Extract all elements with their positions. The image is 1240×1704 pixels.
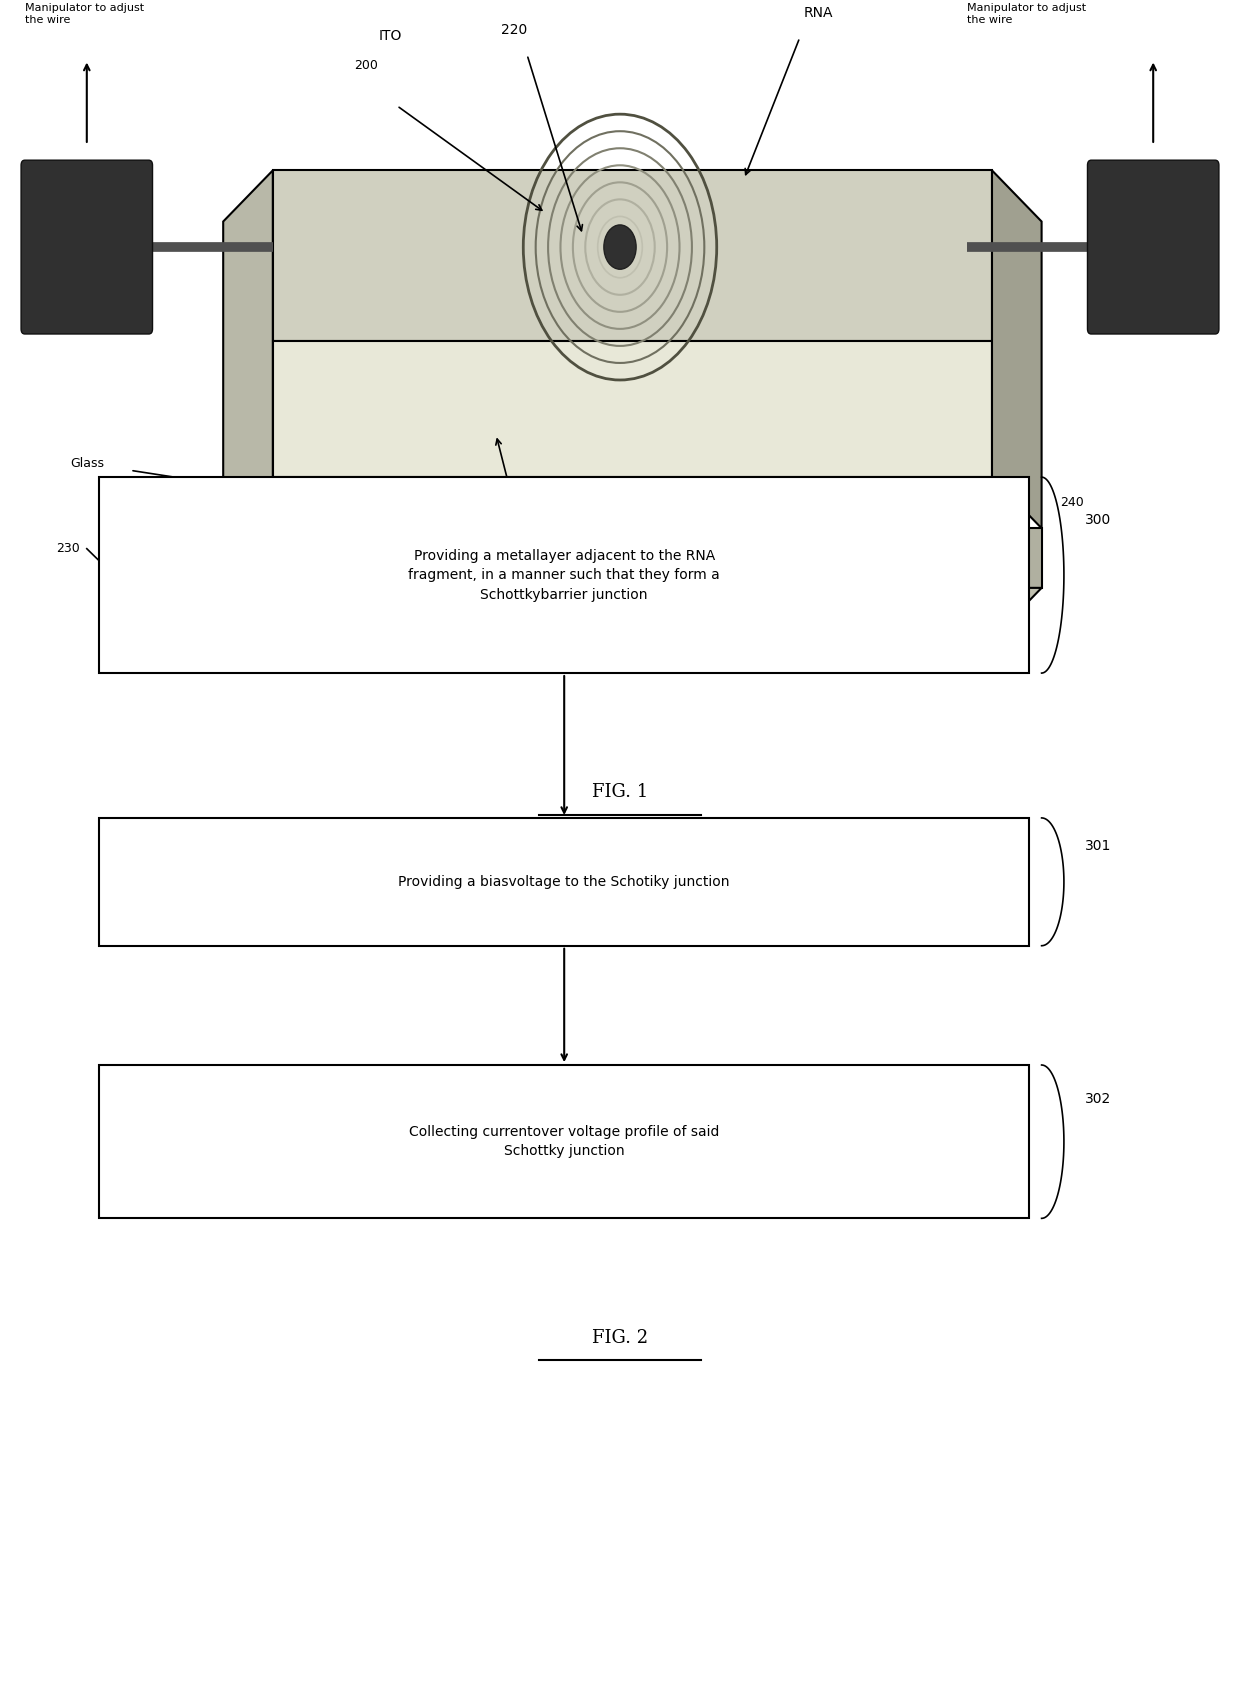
Polygon shape [223,588,1042,639]
FancyBboxPatch shape [1087,160,1219,334]
Polygon shape [992,170,1042,528]
FancyBboxPatch shape [99,477,1029,673]
Text: 230: 230 [56,542,79,556]
Text: 302: 302 [1085,1092,1111,1106]
Text: 240: 240 [1060,496,1084,509]
Text: Providing a biasvoltage to the Schotiky junction: Providing a biasvoltage to the Schotiky … [398,874,730,889]
FancyBboxPatch shape [99,818,1029,946]
Text: FIG. 1: FIG. 1 [591,784,649,801]
Text: Providing a metallayer adjacent to the RNA
fragment, in a manner such that they : Providing a metallayer adjacent to the R… [408,549,720,602]
Text: 220: 220 [501,24,528,37]
Text: Aluminum wire: Aluminum wire [573,617,667,630]
Text: Glass: Glass [69,457,104,470]
FancyBboxPatch shape [21,160,153,334]
Text: 200: 200 [353,58,378,72]
Polygon shape [223,528,1042,588]
Text: Manipulator to adjust
the wire: Manipulator to adjust the wire [25,3,144,26]
Polygon shape [223,170,273,528]
Text: Collecting currentover voltage profile of said
Schottky junction: Collecting currentover voltage profile o… [409,1125,719,1159]
Text: FIG. 2: FIG. 2 [591,1329,649,1346]
Text: RNA: RNA [804,7,833,20]
Text: Manipulator to adjust
the wire: Manipulator to adjust the wire [967,3,1086,26]
Text: 301: 301 [1085,838,1111,854]
Polygon shape [273,341,992,477]
Circle shape [604,225,636,269]
Text: 300: 300 [1085,513,1111,527]
FancyBboxPatch shape [99,1065,1029,1218]
Polygon shape [273,170,992,341]
Text: ITO: ITO [379,29,402,43]
